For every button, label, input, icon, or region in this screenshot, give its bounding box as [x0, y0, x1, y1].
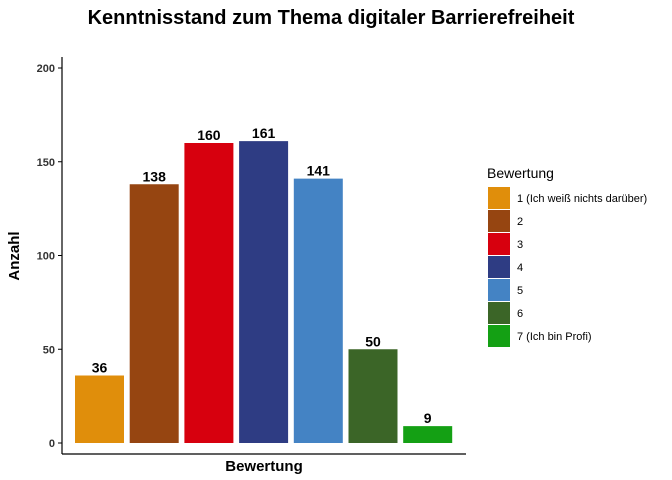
legend-label-3: 3 — [517, 239, 523, 251]
legend: 1 (Ich weiß nichts darüber) 2 3 4 5 6 7 (Ich b… — [488, 187, 647, 347]
bar-value-label-2: 138 — [143, 168, 167, 184]
bar-value-label-5: 141 — [307, 163, 331, 179]
bar-4 — [239, 141, 288, 443]
legend-swatch-5 — [488, 279, 510, 301]
bar-3 — [184, 143, 233, 443]
bar-value-label-4: 161 — [252, 125, 276, 141]
bar-7 — [403, 426, 452, 443]
bar-1 — [75, 376, 124, 444]
legend-swatch-3 — [488, 233, 510, 255]
legend-swatch-2 — [488, 210, 510, 232]
bar-5 — [294, 179, 343, 443]
y-tick-label: 0 — [49, 438, 55, 450]
bar-2 — [130, 184, 179, 443]
y-tick-label: 50 — [43, 344, 55, 356]
legend-label-7: 7 (Ich bin Profi) — [517, 331, 592, 343]
y-axis-ticks: 0 50 100 150 200 — [37, 63, 62, 450]
legend-label-1: 1 (Ich weiß nichts darüber) — [517, 193, 647, 205]
y-tick-label: 150 — [37, 157, 55, 169]
legend-label-4: 4 — [517, 262, 523, 274]
bar-value-label-3: 160 — [197, 127, 221, 143]
bar-value-label-7: 9 — [424, 410, 432, 426]
y-axis-label: Anzahl — [6, 231, 23, 280]
legend-swatch-6 — [488, 302, 510, 324]
legend-swatch-1 — [488, 187, 510, 209]
legend-label-2: 2 — [517, 216, 523, 228]
legend-title: Bewertung — [487, 165, 554, 181]
legend-label-5: 5 — [517, 285, 523, 297]
bar-6 — [349, 349, 398, 443]
legend-label-6: 6 — [517, 308, 523, 320]
legend-swatch-7 — [488, 325, 510, 347]
x-axis-label: Bewertung — [225, 458, 303, 475]
chart-title: Kenntnisstand zum Thema digitaler Barrie… — [88, 7, 575, 29]
bar-value-label-6: 50 — [365, 333, 381, 349]
y-tick-label: 200 — [37, 63, 55, 75]
y-tick-label: 100 — [37, 251, 55, 263]
bars — [75, 141, 452, 443]
legend-swatch-4 — [488, 256, 510, 278]
bar-value-label-1: 36 — [92, 360, 108, 376]
